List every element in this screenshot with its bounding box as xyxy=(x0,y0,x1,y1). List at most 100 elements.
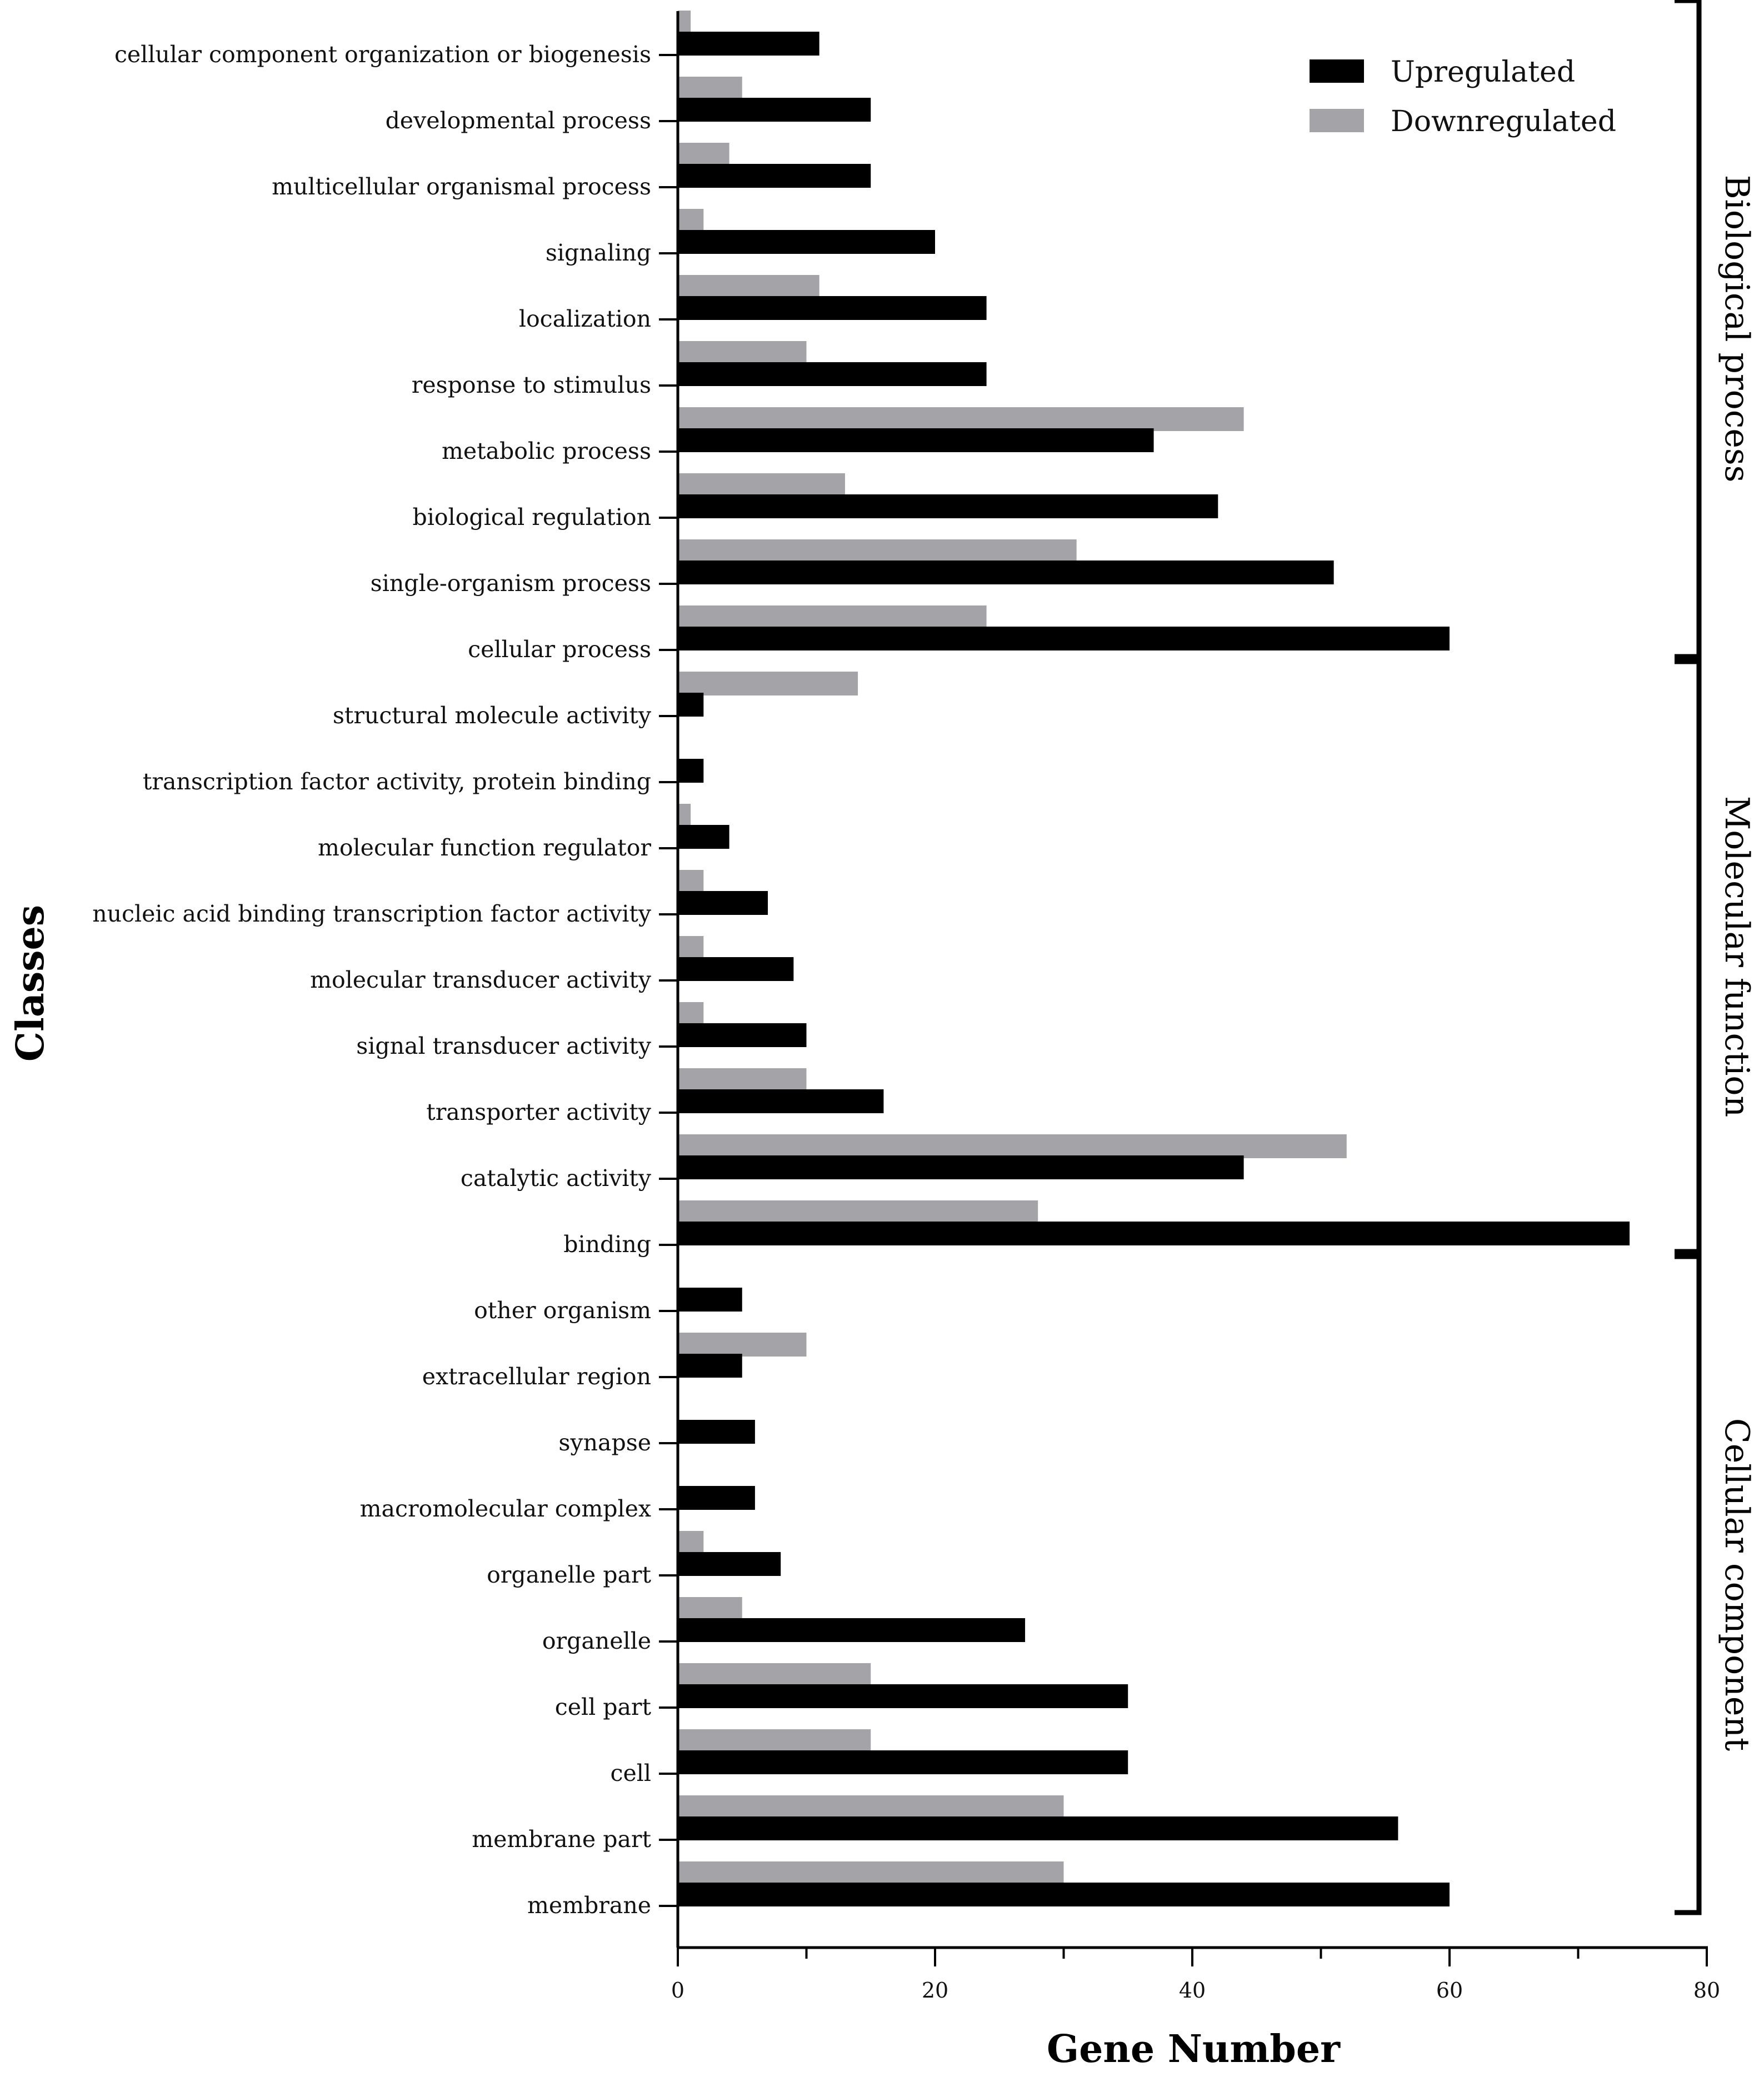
category-label-biological-regulation: biological regulation xyxy=(413,504,652,530)
bar-upregulated-localization xyxy=(678,296,987,320)
bar-downregulated-signal-transducer-activity xyxy=(678,1002,704,1026)
bar-downregulated-cell-part xyxy=(678,1663,871,1687)
legend-label-upregulated: Upregulated xyxy=(1391,56,1575,89)
bar-upregulated-metabolic-process xyxy=(678,428,1154,452)
group-brackets: Biological process Molecular function Cell… xyxy=(1675,0,1756,1915)
bar-upregulated-signal-transducer-activity xyxy=(678,1023,807,1047)
bar-upregulated-transporter-activity xyxy=(678,1089,884,1113)
bar-downregulated-transporter-activity xyxy=(678,1068,807,1092)
category-label-synapse: synapse xyxy=(558,1429,651,1456)
x-axis-ticks: 0 20 40 60 80 xyxy=(671,1948,1720,2003)
category-label-other-organism: other organism xyxy=(474,1297,651,1324)
bar-downregulated-binding xyxy=(678,1200,1038,1224)
legend-swatch-upregulated xyxy=(1310,59,1364,83)
category-label-nucleic-acid-binding-transcription-factor-activity: nucleic acid binding transcription facto… xyxy=(92,900,652,927)
legend-swatch-downregulated xyxy=(1310,109,1364,132)
bar-upregulated-extracellular-region xyxy=(678,1354,742,1378)
bar-upregulated-other-organism xyxy=(678,1288,742,1312)
bracket-molecular-function xyxy=(1675,659,1702,1254)
bar-upregulated-signaling xyxy=(678,230,935,254)
category-label-molecular-function-regulator: molecular function regulator xyxy=(318,834,651,861)
bar-upregulated-molecular-transducer-activity xyxy=(678,957,794,981)
x-axis-title: Gene Number xyxy=(1047,2027,1341,2071)
bar-upregulated-molecular-function-regulator xyxy=(678,825,729,849)
category-label-extracellular-region: extracellular region xyxy=(422,1363,651,1390)
category-label-membrane: membrane xyxy=(527,1892,651,1919)
category-label-response-to-stimulus: response to stimulus xyxy=(412,372,651,398)
bar-downregulated-multicellular-organismal-process xyxy=(678,143,729,167)
category-label-signaling: signaling xyxy=(546,239,651,266)
category-label-single-organism-process: single-organism process xyxy=(371,570,651,597)
x-tick-label-40: 40 xyxy=(1179,1978,1206,2003)
bar-downregulated-nucleic-acid-binding-transcription-factor-activity xyxy=(678,870,704,894)
bar-downregulated-organelle xyxy=(678,1597,742,1621)
category-label-transcription-factor-activity-protein-binding: transcription factor activity, protein b… xyxy=(143,768,651,795)
bar-downregulated-organelle-part xyxy=(678,1531,704,1555)
bar-downregulated-response-to-stimulus xyxy=(678,341,807,365)
category-label-signal-transducer-activity: signal transducer activity xyxy=(356,1033,652,1059)
bar-upregulated-multicellular-organismal-process xyxy=(678,164,871,188)
bar-upregulated-cell xyxy=(678,1750,1128,1774)
bar-upregulated-cellular-process xyxy=(678,627,1450,650)
bar-upregulated-membrane-part xyxy=(678,1816,1398,1840)
category-label-organelle-part: organelle part xyxy=(487,1561,651,1588)
y-axis-title: Classes xyxy=(8,905,53,1062)
category-label-developmental-process: developmental process xyxy=(386,107,651,134)
x-tick-label-80: 80 xyxy=(1693,1978,1720,2003)
category-label-structural-molecule-activity: structural molecule activity xyxy=(333,702,652,729)
category-label-multicellular-organismal-process: multicellular organismal process xyxy=(272,173,651,200)
y-axis-ticks: cellular component organization or bioge… xyxy=(92,41,678,1919)
category-label-localization: localization xyxy=(519,306,651,332)
bar-upregulated-transcription-factor-activity-protein-binding xyxy=(678,759,704,783)
bar-downregulated-molecular-transducer-activity xyxy=(678,936,704,960)
category-label-cellular-process: cellular process xyxy=(468,636,651,663)
category-label-molecular-transducer-activity: molecular transducer activity xyxy=(310,967,652,993)
category-label-cell: cell xyxy=(611,1760,651,1786)
bar-upregulated-structural-molecule-activity xyxy=(678,693,704,717)
bar-downregulated-structural-molecule-activity xyxy=(678,672,858,695)
category-label-binding: binding xyxy=(563,1231,651,1258)
bar-upregulated-nucleic-acid-binding-transcription-factor-activity xyxy=(678,891,768,915)
bar-downregulated-catalytic-activity xyxy=(678,1134,1347,1158)
group-label-biological-process: Biological process xyxy=(1717,175,1756,483)
bar-downregulated-cellular-component-organization-or-biogenesis xyxy=(678,11,691,34)
category-label-cellular-component-organization-or-biogenesis: cellular component organization or bioge… xyxy=(114,41,651,68)
bar-downregulated-molecular-function-regulator xyxy=(678,804,691,828)
category-label-metabolic-process: metabolic process xyxy=(442,438,651,464)
legend: Upregulated Downregulated xyxy=(1310,56,1616,138)
legend-label-downregulated: Downregulated xyxy=(1391,105,1616,138)
category-label-cell-part: cell part xyxy=(555,1694,652,1720)
bar-upregulated-macromolecular-complex xyxy=(678,1486,755,1510)
bar-upregulated-cellular-component-organization-or-biogenesis xyxy=(678,32,819,56)
bracket-biological-process xyxy=(1675,0,1702,659)
category-label-transporter-activity: transporter activity xyxy=(426,1099,652,1125)
bar-upregulated-organelle xyxy=(678,1618,1026,1642)
x-tick-label-0: 0 xyxy=(671,1978,684,2003)
category-label-organelle: organelle xyxy=(542,1628,651,1654)
group-label-cellular-component: Cellular component xyxy=(1717,1418,1756,1751)
bar-upregulated-binding xyxy=(678,1222,1630,1245)
bars-layer xyxy=(678,11,1630,1906)
bar-downregulated-developmental-process xyxy=(678,77,742,101)
bar-upregulated-single-organism-process xyxy=(678,560,1334,584)
x-tick-label-60: 60 xyxy=(1436,1978,1463,2003)
bar-upregulated-cell-part xyxy=(678,1684,1128,1708)
bar-downregulated-membrane-part xyxy=(678,1795,1064,1819)
bar-downregulated-signaling xyxy=(678,209,704,233)
category-label-catalytic-activity: catalytic activity xyxy=(461,1165,652,1192)
bar-upregulated-developmental-process xyxy=(678,98,871,122)
bar-upregulated-catalytic-activity xyxy=(678,1155,1244,1179)
bar-upregulated-organelle-part xyxy=(678,1552,781,1576)
bar-downregulated-biological-regulation xyxy=(678,473,845,497)
bar-downregulated-localization xyxy=(678,275,819,299)
bar-upregulated-biological-regulation xyxy=(678,494,1218,518)
bar-upregulated-response-to-stimulus xyxy=(678,362,987,386)
x-tick-label-20: 20 xyxy=(922,1978,948,2003)
bar-downregulated-membrane xyxy=(678,1861,1064,1885)
category-label-macromolecular-complex: macromolecular complex xyxy=(360,1495,651,1522)
bar-downregulated-cell xyxy=(678,1729,871,1753)
bar-downregulated-cellular-process xyxy=(678,605,987,629)
group-label-molecular-function: Molecular function xyxy=(1717,796,1756,1117)
bar-downregulated-extracellular-region xyxy=(678,1333,807,1357)
